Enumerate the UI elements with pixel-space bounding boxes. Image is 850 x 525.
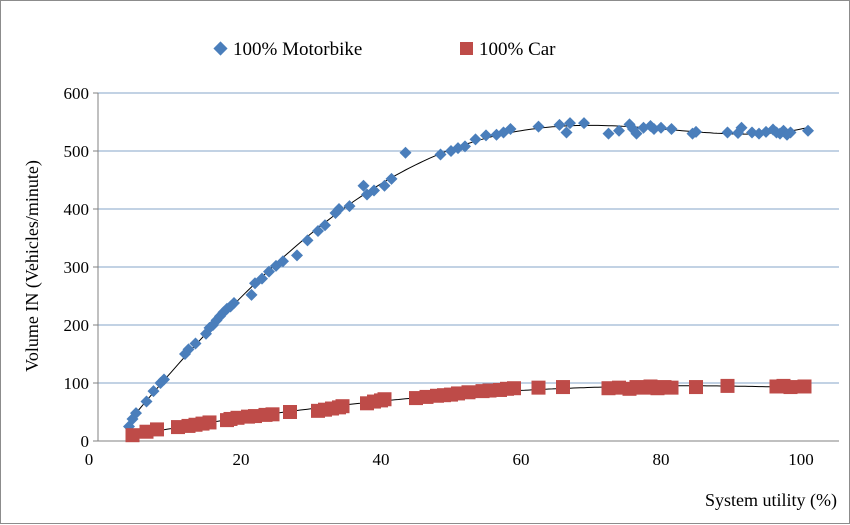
data-point-car-31 (461, 385, 476, 400)
data-point-motorbike-19 (245, 288, 258, 301)
data-point-motorbike-54 (623, 118, 636, 131)
y-tick-label-200: 200 (64, 316, 90, 335)
data-point-car-36 (507, 381, 521, 396)
y-tick-label-300: 300 (64, 258, 90, 277)
data-point-motorbike-26 (301, 234, 314, 247)
data-point-motorbike-41 (459, 140, 471, 153)
legend-label-car: 100% Car (479, 39, 556, 60)
data-point-motorbike-51 (578, 117, 590, 130)
data-point-motorbike-9 (189, 337, 202, 350)
x-tick-label-60: 60 (513, 450, 530, 469)
data-point-motorbike-18 (228, 296, 240, 309)
data-point-motorbike-24 (277, 255, 289, 268)
legend-item-car: 100% Car (460, 39, 556, 60)
data-point-motorbike-43 (480, 129, 492, 142)
data-point-motorbike-55 (627, 122, 639, 135)
data-point-car-38 (556, 380, 570, 395)
data-point-motorbike-66 (735, 121, 748, 134)
data-point-motorbike-4 (147, 385, 160, 398)
x-tick-label-0: 0 (85, 450, 94, 469)
data-point-motorbike-64 (721, 126, 734, 139)
data-point-motorbike-2 (130, 407, 142, 420)
y-axis-title: Volume IN (Vehicles/minute) (22, 160, 43, 372)
legend-marker-motorbike (213, 41, 228, 56)
data-point-car-15 (283, 405, 297, 419)
y-tick-label-100: 100 (64, 374, 90, 393)
trendline-motorbike (128, 124, 809, 422)
x-axis-title: System utility (%) (705, 490, 837, 511)
data-point-car-49 (720, 378, 735, 393)
x-tick-label-100: 100 (788, 450, 814, 469)
x-tick-label-40: 40 (373, 450, 390, 469)
data-point-motorbike-30 (333, 203, 345, 215)
data-point-motorbike-42 (469, 133, 482, 146)
data-point-motorbike-48 (553, 118, 566, 131)
data-point-motorbike-38 (434, 148, 447, 161)
data-point-motorbike-27 (312, 225, 324, 238)
data-point-motorbike-6 (158, 373, 170, 386)
data-point-motorbike-46 (504, 122, 517, 135)
data-point-motorbike-52 (602, 127, 615, 140)
data-point-motorbike-49 (560, 126, 573, 139)
data-point-motorbike-47 (532, 120, 545, 133)
data-point-motorbike-37 (399, 146, 412, 159)
data-point-motorbike-61 (665, 122, 678, 135)
data-point-car-2 (150, 422, 164, 437)
data-point-car-52 (783, 380, 798, 395)
data-point-motorbike-50 (564, 117, 576, 130)
data-point-motorbike-36 (385, 172, 398, 185)
y-tick-label-500: 500 (64, 142, 90, 161)
data-point-car-0 (125, 428, 140, 443)
axes (93, 92, 839, 442)
data-point-motorbike-75 (784, 126, 797, 139)
data-point-motorbike-76 (802, 124, 814, 137)
data-point-motorbike-21 (256, 272, 268, 285)
tick-labels: 0 100 200 300 400 500 600 0 20 40 60 80 100 (64, 84, 814, 469)
data-point-motorbike-25 (291, 249, 303, 262)
data-point-car-37 (531, 380, 546, 395)
y-tick-label-0: 0 (81, 432, 90, 451)
data-point-motorbike-28 (319, 219, 331, 232)
data-point-motorbike-34 (368, 184, 380, 197)
x-tick-label-20: 20 (233, 450, 250, 469)
data-point-motorbike-31 (343, 200, 356, 213)
data-point-motorbike-35 (378, 179, 391, 192)
data-point-motorbike-60 (655, 121, 667, 134)
data-point-car-14 (265, 407, 280, 422)
data-point-motorbike-53 (613, 124, 625, 137)
grid-lines (98, 92, 839, 384)
data-point-car-47 (664, 380, 679, 395)
data-point-car-53 (797, 379, 812, 394)
data-point-motorbike-63 (690, 125, 702, 138)
legend-label-motorbike: 100% Motorbike (233, 39, 362, 60)
y-tick-label-400: 400 (64, 200, 90, 219)
data-point-car-7 (202, 415, 217, 430)
legend-item-motorbike: 100% Motorbike (213, 39, 362, 60)
data-point-motorbike-8 (182, 343, 195, 356)
data-point-motorbike-32 (357, 179, 370, 192)
x-tick-label-80: 80 (653, 450, 670, 469)
data-point-motorbike-22 (263, 265, 275, 278)
legend: 100% Motorbike 100% Car (213, 39, 556, 60)
data-points (123, 117, 814, 443)
data-point-motorbike-56 (630, 127, 643, 140)
data-point-car-48 (689, 380, 703, 395)
data-point-car-20 (335, 399, 350, 414)
data-point-car-24 (377, 392, 392, 407)
y-tick-label-600: 600 (64, 84, 90, 103)
legend-marker-car (460, 42, 473, 55)
data-point-motorbike-3 (140, 395, 153, 408)
